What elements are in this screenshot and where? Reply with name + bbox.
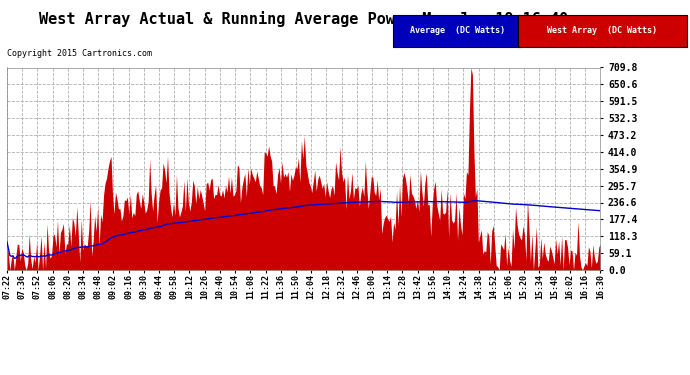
Text: Average  (DC Watts): Average (DC Watts) — [410, 26, 504, 35]
Text: West Array  (DC Watts): West Array (DC Watts) — [547, 26, 657, 35]
Text: West Array Actual & Running Average Power Mon Jan 19 16:40: West Array Actual & Running Average Powe… — [39, 11, 569, 27]
Text: Copyright 2015 Cartronics.com: Copyright 2015 Cartronics.com — [7, 49, 152, 58]
